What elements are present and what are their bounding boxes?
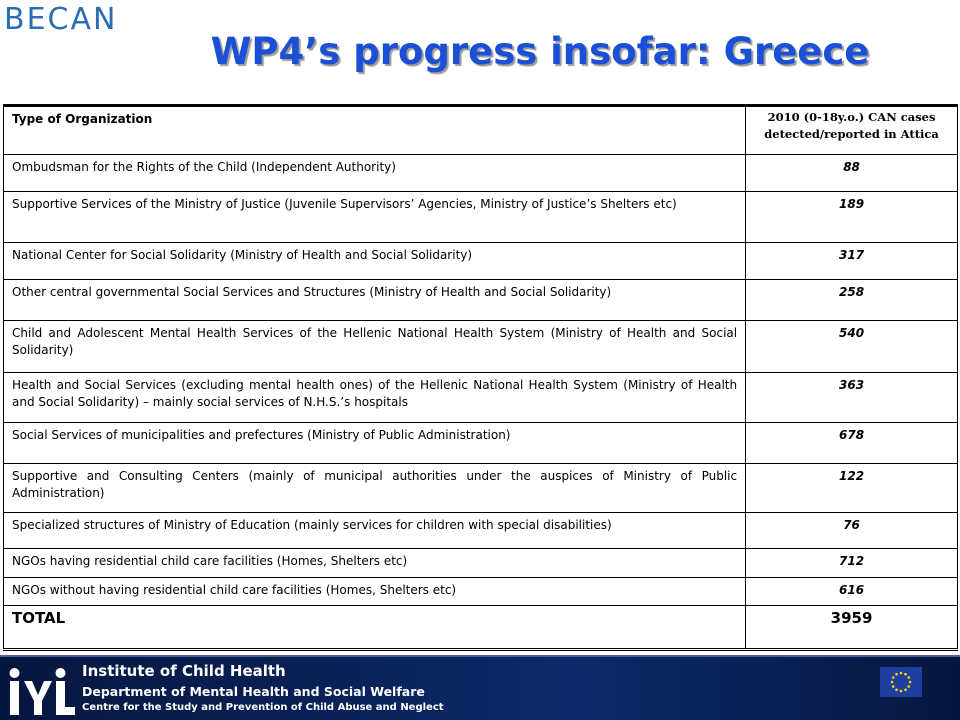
- table-row: Supportive and Consulting Centers (mainl…: [2, 463, 958, 513]
- table: Type of Organization 2010 (0-18y.o.) CAN …: [2, 104, 958, 651]
- star: [907, 676, 911, 679]
- footer-line: Department of Mental Health and Social W…: [82, 684, 425, 699]
- table-row: Specialized structures of Ministry of Ed…: [2, 512, 958, 549]
- table-row: Social Services of municipalities and pr…: [2, 422, 958, 464]
- star: [904, 688, 907, 692]
- table-row: NGOs having residential child care facil…: [2, 548, 958, 578]
- star: [907, 685, 911, 688]
- organization: Health and Social Services (excluding me…: [2, 372, 747, 423]
- column-header: 2010 (0-18y.o.) CAN cases detected/repor…: [745, 105, 958, 155]
- slide-title: WP4’s progress insofar: Greece: [210, 30, 870, 73]
- case-count: 76: [745, 512, 958, 549]
- case-count: 317: [745, 242, 958, 280]
- organization: NGOs having residential child care facil…: [2, 548, 747, 578]
- organization: Specialized structures of Ministry of Ed…: [2, 512, 747, 549]
- case-count: 258: [745, 279, 958, 321]
- case-count: 122: [745, 463, 958, 513]
- case-count: 189: [745, 191, 958, 243]
- footer-line: Centre for the Study and Prevention of C…: [82, 702, 444, 713]
- star: [895, 672, 898, 676]
- case-count: 88: [745, 154, 958, 192]
- case-count: 678: [745, 422, 958, 464]
- table-row: Ombudsman for the Rights of the Child (I…: [2, 154, 958, 192]
- case-count: 616: [745, 577, 958, 606]
- table-row: Health and Social Services (excluding me…: [2, 372, 958, 423]
- column-header: Type of Organization: [2, 105, 747, 155]
- table-row: NGOs without having residential child ca…: [2, 577, 958, 606]
- organization: NGOs without having residential child ca…: [2, 577, 747, 606]
- table-row: National Center for Social Solidarity (M…: [2, 242, 958, 280]
- star: [899, 689, 903, 693]
- organization: Supportive and Consulting Centers (mainl…: [2, 463, 747, 513]
- organization: Other central governmental Social Servic…: [2, 279, 747, 321]
- organization: TOTAL: [2, 605, 747, 650]
- case-count: 363: [745, 372, 958, 423]
- organization: Social Services of municipalities and pr…: [2, 422, 747, 464]
- organization: National Center for Social Solidarity (M…: [2, 242, 747, 280]
- table-row: Other central governmental Social Servic…: [2, 279, 958, 321]
- case-count: 540: [745, 320, 958, 373]
- table-row: Supportive Services of the Ministry of J…: [2, 191, 958, 243]
- star: [899, 671, 903, 675]
- organization: Supportive Services of the Ministry of J…: [2, 191, 747, 243]
- eu-flag: [880, 667, 922, 697]
- organization: Ombudsman for the Rights of the Child (I…: [2, 154, 747, 192]
- star: [908, 680, 912, 684]
- case-count: 3959: [745, 605, 958, 650]
- star: [890, 680, 894, 684]
- star: [891, 676, 895, 679]
- logo: BECAN: [4, 2, 118, 37]
- star: [891, 685, 895, 688]
- total-row: TOTAL 3959: [2, 605, 958, 650]
- footer-line: Institute of Child Health: [82, 662, 286, 680]
- case-count: 712: [745, 548, 958, 578]
- star: [904, 672, 907, 676]
- table-row: Child and Adolescent Mental Health Servi…: [2, 320, 958, 373]
- footer: Institute of Child Health Department of …: [0, 655, 960, 720]
- header-row: Type of Organization 2010 (0-18y.o.) CAN …: [2, 105, 958, 155]
- star: [895, 688, 898, 692]
- organization: Child and Adolescent Mental Health Servi…: [2, 320, 747, 373]
- institute-logo: [9, 668, 75, 715]
